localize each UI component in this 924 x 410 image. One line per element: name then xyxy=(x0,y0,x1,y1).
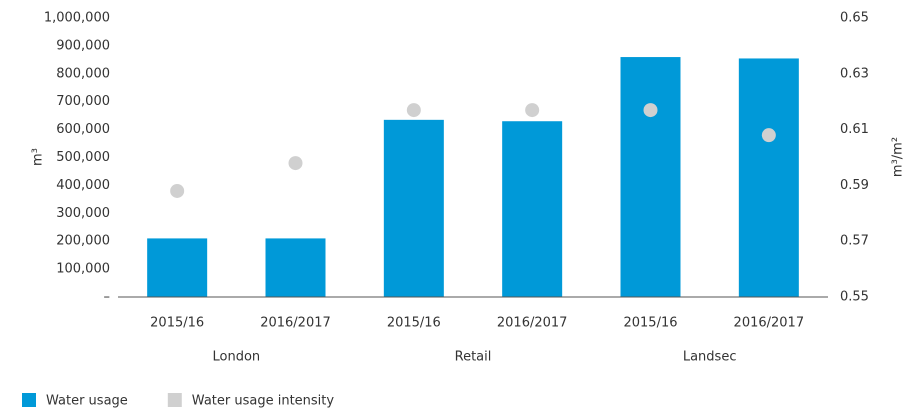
y2-tick-label: 0.57 xyxy=(840,234,869,249)
dot xyxy=(761,128,776,143)
x-tick-label: 2015/16 xyxy=(623,316,677,331)
legend-swatch xyxy=(167,393,182,407)
y-tick-label: 1,000,000 xyxy=(44,11,110,26)
bar xyxy=(147,238,208,297)
y2-axis-title: m³/m² xyxy=(891,137,906,177)
y-axis-title: m³ xyxy=(31,148,46,166)
bar xyxy=(265,238,326,297)
x-tick-label: 2015/16 xyxy=(150,316,204,331)
bar xyxy=(383,119,444,298)
x-tick-label: 2016/2017 xyxy=(260,316,331,331)
y2-tick-label: 0.63 xyxy=(840,66,869,81)
bar xyxy=(620,57,681,298)
legend-label: Water usage xyxy=(46,394,128,409)
y2-tick-label: 0.65 xyxy=(840,11,869,26)
dot xyxy=(525,103,540,118)
dot xyxy=(643,103,658,118)
y-tick-label: 200,000 xyxy=(56,234,110,249)
dot xyxy=(288,156,303,171)
y-tick-label: 900,000 xyxy=(56,38,110,53)
y-tick-label: 600,000 xyxy=(56,122,110,137)
group-label: Retail xyxy=(455,350,492,365)
dot xyxy=(170,183,185,198)
y-tick-label: – xyxy=(104,290,111,305)
y-tick-label: 500,000 xyxy=(56,150,110,165)
y-tick-label: 400,000 xyxy=(56,178,110,193)
x-tick-label: 2015/16 xyxy=(387,316,441,331)
y-tick-label: 300,000 xyxy=(56,206,110,221)
y-tick-label: 800,000 xyxy=(56,66,110,81)
group-label: London xyxy=(213,350,261,365)
y2-tick-label: 0.55 xyxy=(840,290,869,305)
legend-swatch xyxy=(22,393,36,407)
y2-tick-label: 0.59 xyxy=(840,178,869,193)
bar xyxy=(738,58,799,297)
bar xyxy=(502,121,563,297)
y-tick-label: 700,000 xyxy=(56,94,110,109)
x-tick-label: 2016/2017 xyxy=(734,316,805,331)
dot xyxy=(406,103,421,118)
y2-tick-label: 0.61 xyxy=(840,122,869,137)
group-label: Landsec xyxy=(683,350,737,365)
legend-label: Water usage intensity xyxy=(192,394,335,409)
y-tick-label: 100,000 xyxy=(56,262,110,277)
x-tick-label: 2016/2017 xyxy=(497,316,568,331)
